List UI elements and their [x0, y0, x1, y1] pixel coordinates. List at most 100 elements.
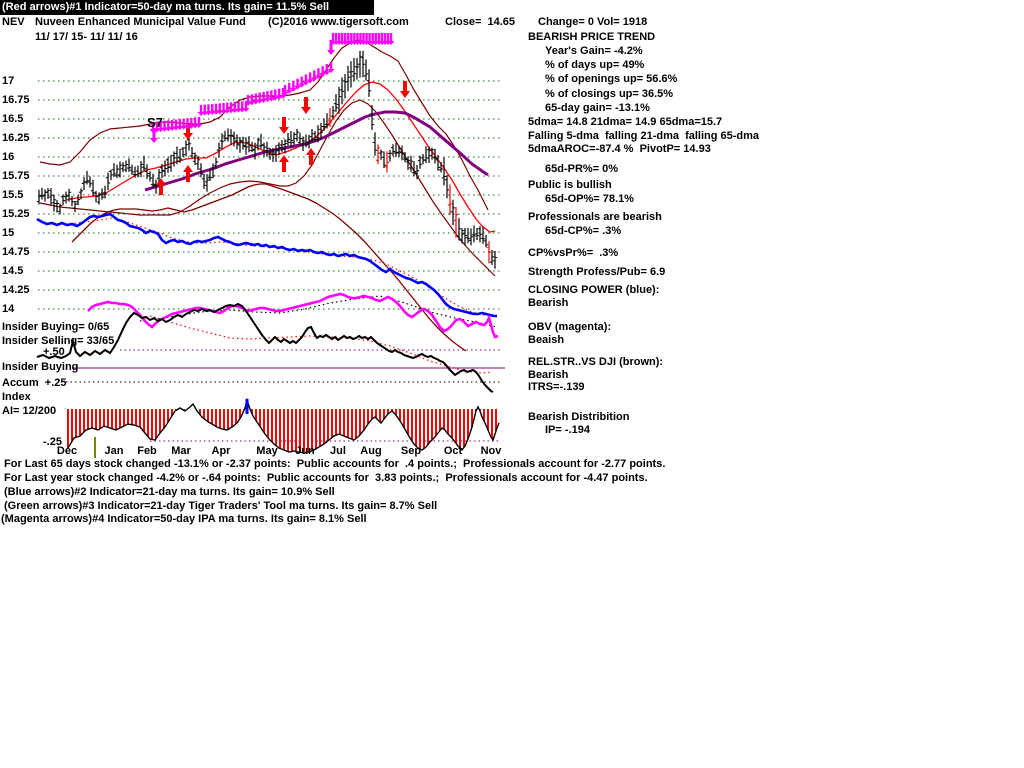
distribution-bar [459, 409, 461, 448]
distribution-bar [483, 409, 485, 421]
magenta-cluster-arrow [168, 119, 176, 131]
distribution-bar [363, 409, 365, 430]
distribution-bar [99, 409, 101, 429]
distribution-bar [379, 409, 381, 422]
ma65-line [144, 110, 489, 192]
distribution-bar [235, 409, 237, 424]
red-up-arrow [279, 155, 289, 172]
magenta-cluster-arrow [302, 74, 310, 86]
distribution-bar [283, 409, 285, 450]
distribution-bar [467, 409, 469, 439]
insider-ma-red-dotted [149, 315, 493, 374]
distribution-bar [279, 409, 281, 449]
distribution-bar [211, 409, 213, 424]
distribution-bar [271, 409, 273, 442]
distribution-bar [103, 409, 105, 426]
distribution-bar [203, 409, 205, 419]
distribution-bar [451, 409, 453, 438]
magenta-cluster-arrow [327, 62, 335, 73]
magenta-down-arrow [327, 40, 335, 55]
magenta-cluster-arrow [285, 82, 293, 94]
distribution-bar [359, 409, 361, 435]
lower-band-line [39, 99, 496, 277]
magenta-cluster-arrow [298, 76, 306, 88]
distribution-bar [215, 409, 217, 427]
red-down-arrow [183, 123, 193, 140]
distribution-bar [71, 409, 73, 442]
magenta-cluster-arrow [323, 64, 331, 76]
distribution-bar [343, 409, 345, 436]
distribution-bar [263, 409, 265, 433]
magenta-down-arrow [150, 128, 158, 143]
distribution-bar [291, 409, 293, 452]
magenta-cluster-arrow [172, 119, 180, 131]
magenta-cluster-arrow [153, 121, 161, 133]
magenta-cluster-arrow [294, 78, 302, 90]
red-up-arrow [156, 178, 166, 195]
distribution-bar [199, 409, 201, 415]
magenta-cluster-arrow [275, 88, 283, 100]
distribution-bar [447, 409, 449, 434]
distribution-bar [231, 409, 233, 427]
magenta-cluster-arrow [248, 94, 256, 106]
distribution-bar [227, 409, 229, 430]
magenta-cluster-arrow [306, 72, 314, 84]
distribution-bar [135, 409, 137, 426]
distribution-bar [219, 409, 221, 429]
distribution-bar [115, 409, 117, 430]
magenta-cluster-arrow [161, 120, 168, 132]
distribution-bar [259, 409, 261, 427]
distribution-bar [431, 409, 433, 440]
distribution-bar [155, 409, 157, 439]
distribution-bar [171, 409, 173, 416]
distribution-bar [335, 409, 337, 436]
magenta-cluster-arrow [191, 117, 199, 129]
distribution-bar [471, 409, 473, 427]
distribution-bar [463, 409, 465, 448]
distribution-bar [151, 409, 153, 440]
distribution-bar [391, 409, 393, 411]
magenta-cluster-arrow [157, 121, 165, 133]
closing-power-line [36, 212, 497, 318]
magenta-cluster-arrow [180, 118, 188, 130]
magenta-cluster-arrow [176, 119, 184, 131]
distribution-bar [435, 409, 437, 436]
distribution-bar [307, 409, 309, 452]
insider-accum-line [36, 302, 494, 393]
distribution-bar [315, 409, 317, 449]
distribution-bar [387, 409, 389, 414]
magenta-cluster-arrow [271, 89, 279, 101]
distribution-bar [139, 409, 141, 427]
red-down-arrow [279, 117, 289, 134]
magenta-cluster-arrow [187, 117, 195, 129]
magenta-cluster-arrow [242, 101, 250, 112]
magenta-cluster-arrow [310, 70, 318, 82]
magenta-cluster-arrow [267, 90, 275, 102]
distribution-bar [339, 409, 341, 435]
distribution-bar [331, 409, 333, 438]
red-down-arrow [301, 97, 311, 114]
magenta-cluster-arrow [197, 105, 205, 116]
distribution-bar [127, 409, 129, 424]
distribution-bar [487, 409, 489, 430]
distribution-bar [427, 409, 429, 445]
distribution-bar [147, 409, 149, 437]
distribution-bar [299, 409, 301, 452]
distribution-bar [79, 409, 81, 436]
distribution-bar [495, 409, 497, 431]
magenta-cluster-arrow [314, 68, 322, 80]
distribution-bar [303, 409, 305, 452]
distribution-bar [327, 409, 329, 441]
distribution-bar [491, 409, 493, 439]
distribution-bar [67, 409, 69, 448]
distribution-bar [223, 409, 225, 430]
distribution-bar [347, 409, 349, 438]
magenta-cluster-arrow [256, 92, 264, 104]
distribution-bar [239, 409, 241, 419]
distribution-bar [383, 409, 385, 419]
red-up-arrow [183, 165, 193, 182]
distribution-bar [439, 409, 441, 431]
distribution-bar [251, 409, 253, 414]
magenta-cluster-arrow [281, 85, 289, 96]
